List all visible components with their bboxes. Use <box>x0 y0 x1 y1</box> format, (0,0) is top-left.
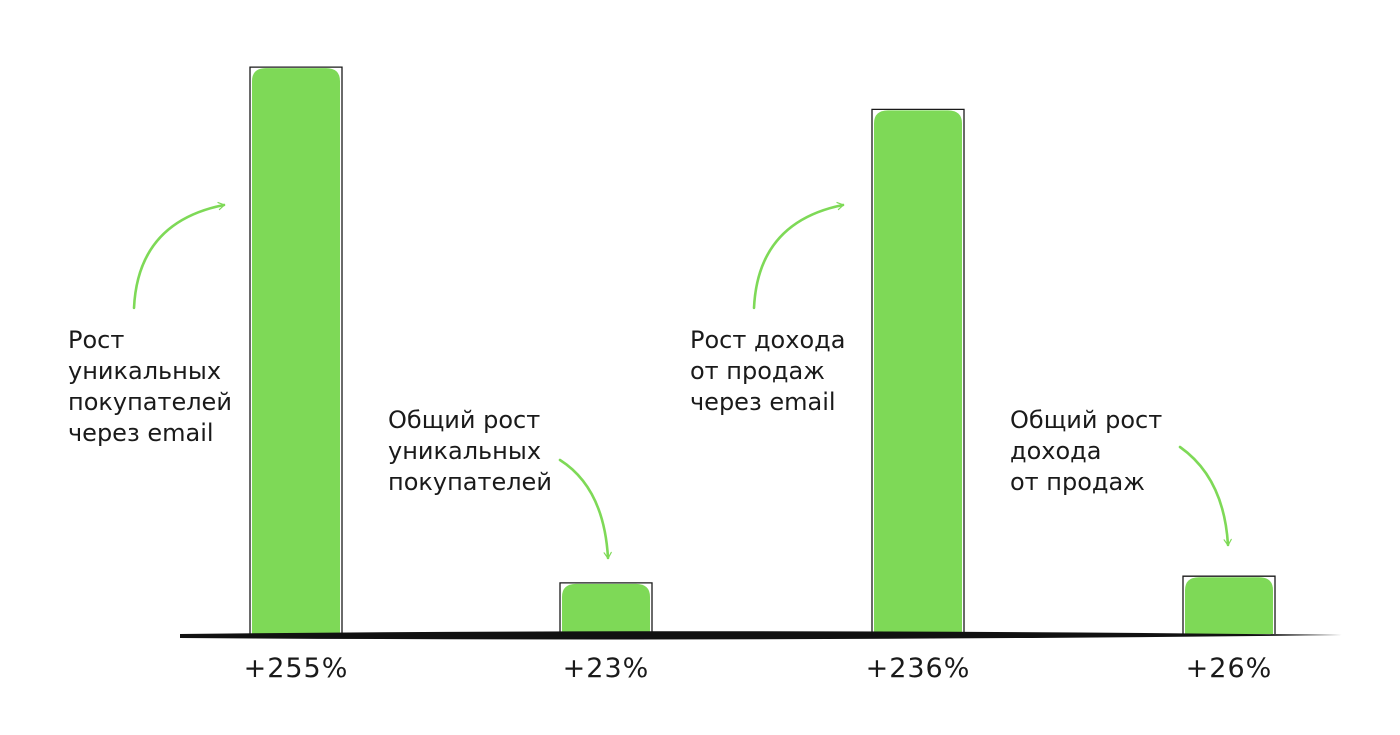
annotation-arrow-2 <box>558 458 612 560</box>
bar-outline-1 <box>249 66 343 634</box>
bar-3 <box>871 108 965 635</box>
bar-fill-4 <box>1185 577 1273 634</box>
value-label-4: +26% <box>1186 653 1273 684</box>
annotation-2: Общий рост уникальных покупателей <box>388 406 552 496</box>
bar-outline-2 <box>559 582 653 634</box>
bar-fill-3 <box>874 110 962 635</box>
bar-fill-1 <box>252 68 340 635</box>
value-label-2: +23% <box>563 653 650 684</box>
bar-outline-3 <box>871 108 965 634</box>
annotation-arrow-1 <box>132 201 226 310</box>
annotation-arrow-4 <box>1178 445 1232 547</box>
annotation-3: Рост дохода от продаж через email <box>690 326 845 416</box>
annotations-layer: Рост уникальных покупателей через email Общи… <box>68 326 1162 496</box>
bars-layer <box>249 66 1276 635</box>
bar-outline-4 <box>1182 575 1276 634</box>
value-label-1: +255% <box>244 653 349 684</box>
annotation-1: Рост уникальных покупателей через email <box>68 326 232 447</box>
value-label-3: +236% <box>866 653 971 684</box>
bar-fill-2 <box>562 583 650 634</box>
bar-4 <box>1182 575 1276 634</box>
annotation-4: Общий рост дохода от продаж <box>1010 406 1162 496</box>
x-axis-baseline <box>180 631 1342 640</box>
annotation-arrow-3 <box>752 201 845 310</box>
bar-2 <box>559 582 653 634</box>
arrows-layer <box>132 201 1232 560</box>
bar-1 <box>249 66 343 635</box>
value-labels-layer: +255% +23% +236% +26% <box>244 653 1273 684</box>
